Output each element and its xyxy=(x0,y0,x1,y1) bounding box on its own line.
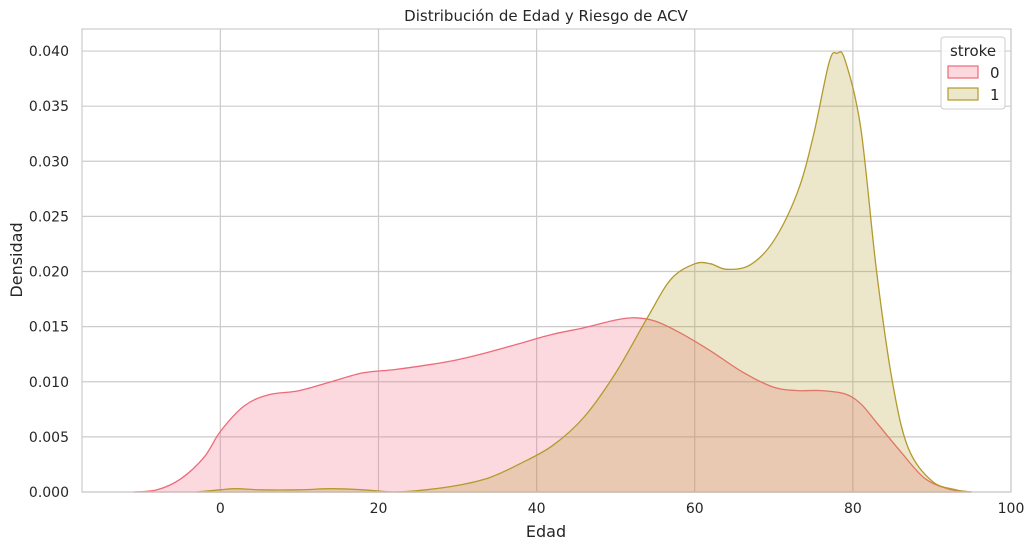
plot-frame xyxy=(81,28,1012,493)
y-tick-labels: 0.000 0.005 0.010 0.015 0.020 0.025 0.030 0.035… xyxy=(29,44,69,501)
y-tick-label: 0.025 xyxy=(29,209,69,225)
legend-label-0: 0 xyxy=(990,64,1000,82)
y-axis-title: Densidad xyxy=(7,222,26,297)
legend-swatch-1 xyxy=(947,87,979,101)
x-tick-label: 80 xyxy=(844,501,862,517)
density-area-series-1 xyxy=(196,51,972,493)
legend: stroke 0 1 xyxy=(940,36,1006,110)
y-tick-label: 0.010 xyxy=(29,375,69,391)
x-tick-label: 40 xyxy=(528,501,546,517)
density-area-series-0 xyxy=(133,317,972,493)
legend-title: stroke xyxy=(950,42,996,60)
y-tick-label: 0.005 xyxy=(29,430,69,446)
grid-lines xyxy=(82,29,1012,493)
y-tick-label: 0.030 xyxy=(29,154,69,170)
legend-swatch-0 xyxy=(947,65,979,79)
y-tick-label: 0.040 xyxy=(29,44,69,60)
y-tick-label: 0.015 xyxy=(29,320,69,336)
legend-box xyxy=(940,36,1006,110)
x-tick-label: 20 xyxy=(370,501,388,517)
plot-border xyxy=(81,28,1012,493)
x-tick-labels: 0 20 40 60 80 100 xyxy=(216,501,1024,517)
y-tick-label: 0.020 xyxy=(29,265,69,281)
x-axis-title: Edad xyxy=(526,522,566,541)
density-areas xyxy=(133,51,972,493)
legend-label-1: 1 xyxy=(990,86,1000,104)
chart-title: Distribución de Edad y Riesgo de ACV xyxy=(404,7,688,25)
x-tick-label: 60 xyxy=(686,501,704,517)
x-tick-label: 100 xyxy=(998,501,1025,517)
y-tick-label: 0.035 xyxy=(29,99,69,115)
y-tick-label: 0.000 xyxy=(29,485,69,501)
x-tick-label: 0 xyxy=(216,501,225,517)
